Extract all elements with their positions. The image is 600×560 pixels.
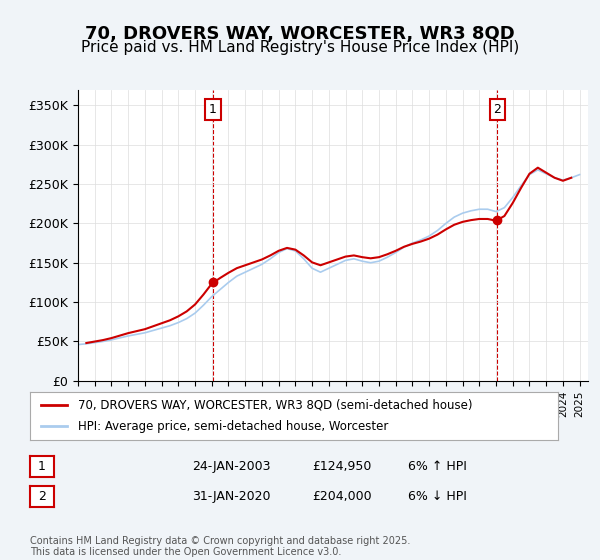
Text: 2: 2 [493, 103, 502, 116]
Text: 31-JAN-2020: 31-JAN-2020 [192, 489, 271, 503]
Text: 1: 1 [209, 103, 217, 116]
Text: £204,000: £204,000 [312, 489, 371, 503]
Text: 6% ↓ HPI: 6% ↓ HPI [408, 489, 467, 503]
Text: 1: 1 [38, 460, 46, 473]
Text: HPI: Average price, semi-detached house, Worcester: HPI: Average price, semi-detached house,… [77, 420, 388, 433]
Text: Price paid vs. HM Land Registry's House Price Index (HPI): Price paid vs. HM Land Registry's House … [81, 40, 519, 55]
Text: £124,950: £124,950 [312, 460, 371, 473]
Text: 2: 2 [38, 489, 46, 503]
Text: 70, DROVERS WAY, WORCESTER, WR3 8QD (semi-detached house): 70, DROVERS WAY, WORCESTER, WR3 8QD (sem… [77, 399, 472, 412]
Text: 24-JAN-2003: 24-JAN-2003 [192, 460, 271, 473]
Text: 6% ↑ HPI: 6% ↑ HPI [408, 460, 467, 473]
Text: Contains HM Land Registry data © Crown copyright and database right 2025.
This d: Contains HM Land Registry data © Crown c… [30, 535, 410, 557]
Text: 70, DROVERS WAY, WORCESTER, WR3 8QD: 70, DROVERS WAY, WORCESTER, WR3 8QD [85, 25, 515, 43]
